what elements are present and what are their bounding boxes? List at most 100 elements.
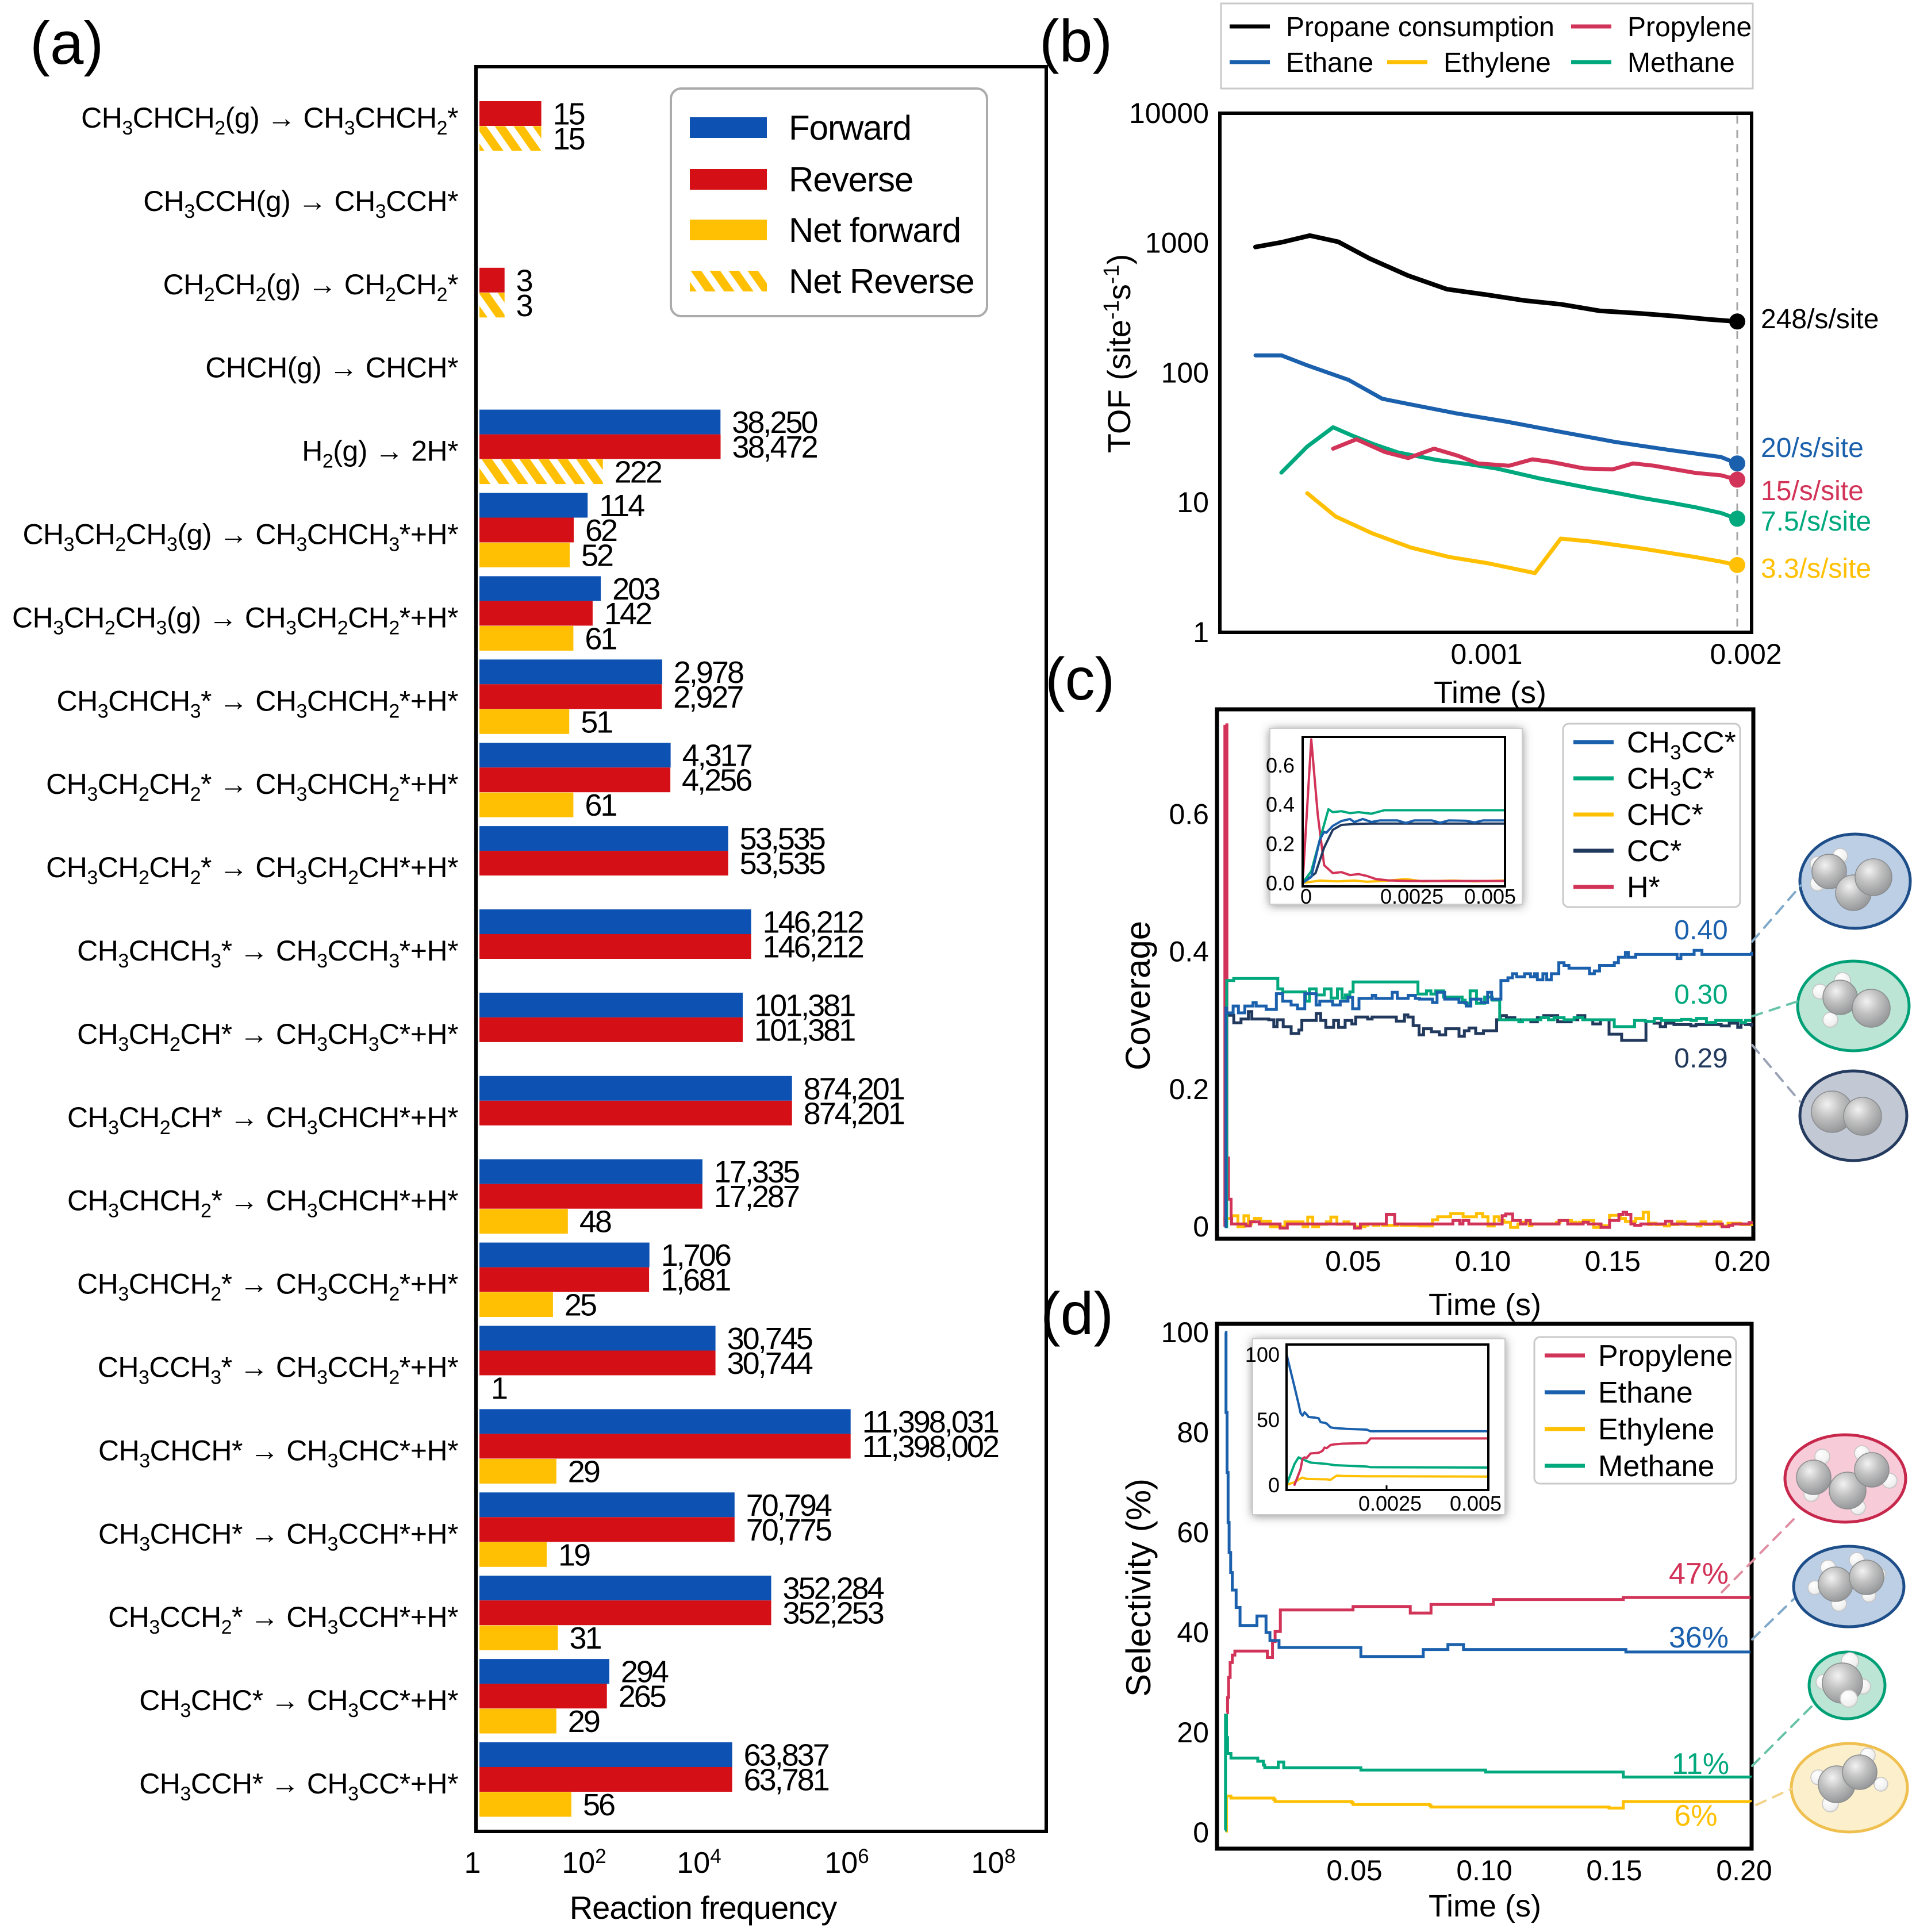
svg-text:Net forward: Net forward: [789, 211, 961, 249]
svg-text:0.05: 0.05: [1325, 1245, 1381, 1277]
svg-text:0.6: 0.6: [1169, 798, 1209, 830]
svg-text:142: 142: [604, 597, 651, 631]
svg-text:0: 0: [1193, 1816, 1209, 1849]
svg-text:11%: 11%: [1672, 1747, 1729, 1781]
svg-text:104​: 104​: [677, 1845, 721, 1880]
svg-text:0.15: 0.15: [1586, 1854, 1642, 1887]
svg-text:0.4: 0.4: [1266, 793, 1295, 816]
svg-text:0.0025: 0.0025: [1358, 1492, 1422, 1515]
svg-text:51: 51: [581, 705, 612, 739]
svg-text:0.15: 0.15: [1585, 1245, 1641, 1277]
svg-text:1,681: 1,681: [661, 1263, 730, 1297]
svg-text:Forward: Forward: [789, 109, 911, 147]
svg-text:38,472: 38,472: [732, 430, 817, 464]
svg-text:Methane: Methane: [1598, 1450, 1714, 1483]
svg-text:25: 25: [565, 1288, 596, 1323]
svg-text:47%: 47%: [1669, 1557, 1729, 1591]
svg-text:4,256: 4,256: [682, 763, 751, 798]
svg-text:29: 29: [568, 1704, 600, 1739]
svg-text:101,381: 101,381: [754, 988, 855, 1023]
svg-text:Time (s): Time (s): [1429, 1288, 1541, 1322]
svg-text:Ethylene: Ethylene: [1598, 1413, 1714, 1446]
svg-text:10000: 10000: [1129, 97, 1209, 129]
svg-text:(c): (c): [1045, 646, 1115, 713]
svg-text:CHC*: CHC*: [1627, 798, 1703, 832]
svg-text:2,927: 2,927: [673, 680, 743, 715]
svg-text:1: 1: [1193, 616, 1209, 648]
svg-text:15: 15: [553, 97, 585, 132]
svg-text:0.6: 0.6: [1266, 754, 1295, 777]
svg-text:20/s/site: 20/s/site: [1761, 433, 1864, 463]
svg-text:108​: 108​: [971, 1845, 1015, 1880]
svg-text:1,706: 1,706: [661, 1238, 731, 1273]
svg-text:62: 62: [585, 513, 617, 548]
svg-text:0: 0: [1193, 1211, 1209, 1243]
svg-text:0.005: 0.005: [1450, 1492, 1502, 1515]
svg-text:3: 3: [516, 263, 532, 298]
svg-text:H*: H*: [1627, 871, 1660, 904]
svg-text:0.20: 0.20: [1714, 1245, 1770, 1277]
svg-text:1000: 1000: [1145, 227, 1209, 259]
svg-text:15/s/site: 15/s/site: [1761, 476, 1864, 506]
svg-text:102​: 102​: [562, 1845, 606, 1880]
svg-text:0.0: 0.0: [1266, 871, 1295, 895]
svg-text:63,837: 63,837: [744, 1738, 829, 1773]
svg-text:30,744: 30,744: [727, 1346, 813, 1381]
svg-text:0.0025: 0.0025: [1380, 885, 1443, 908]
svg-text:0.40: 0.40: [1674, 915, 1727, 946]
svg-text:3: 3: [516, 289, 532, 323]
svg-text:0.4: 0.4: [1169, 936, 1209, 968]
svg-text:4,317: 4,317: [682, 739, 752, 773]
svg-text:53,535: 53,535: [740, 847, 825, 881]
svg-text:874,201: 874,201: [804, 1071, 904, 1106]
svg-text:63,781: 63,781: [744, 1763, 829, 1797]
svg-text:248/s/site: 248/s/site: [1761, 304, 1879, 335]
svg-text:0.20: 0.20: [1716, 1854, 1772, 1887]
svg-text:CH3​CHCH2​* → CH3​CHCH*+H*: CH3​CHCH2​* → CH3​CHCH*+H*: [67, 1185, 458, 1222]
svg-text:Propane consumption: Propane consumption: [1286, 12, 1554, 43]
svg-text:70,794: 70,794: [746, 1488, 832, 1523]
svg-text:Selectivity (%): Selectivity (%): [1119, 1478, 1158, 1697]
svg-text:CH3​CHCH* → CH3​CHC*+H*: CH3​CHCH* → CH3​CHC*+H*: [98, 1434, 458, 1472]
svg-text:0.10: 0.10: [1455, 1245, 1511, 1277]
svg-text:0.002: 0.002: [1710, 638, 1782, 670]
svg-text:146,212: 146,212: [763, 905, 863, 940]
svg-text:CH3​CCH3​* → CH3​CCH2​*+H*: CH3​CCH3​* → CH3​CCH2​*+H*: [98, 1351, 458, 1389]
svg-text:7.5/s/site: 7.5/s/site: [1761, 506, 1871, 537]
svg-text:40: 40: [1177, 1616, 1209, 1649]
svg-text:CH3​CCH* → CH3​CC*+H*: CH3​CCH* → CH3​CC*+H*: [139, 1768, 458, 1805]
svg-text:11,398,002: 11,398,002: [862, 1430, 999, 1464]
svg-text:100: 100: [1161, 356, 1209, 389]
svg-text:56: 56: [583, 1788, 615, 1822]
svg-text:CH3​CH2​CH2​* → CH3​CH2​CH*+H*: CH3​CH2​CH2​* → CH3​CH2​CH*+H*: [46, 851, 458, 889]
svg-text:Reverse: Reverse: [789, 160, 913, 199]
svg-text:0.001: 0.001: [1450, 638, 1522, 670]
svg-text:30,745: 30,745: [727, 1322, 812, 1356]
svg-text:(d): (d): [1041, 1281, 1114, 1347]
svg-text:0.29: 0.29: [1674, 1043, 1727, 1074]
svg-text:61: 61: [585, 621, 616, 656]
svg-text:CH3​CCH(g) → CH3​CCH*: CH3​CCH(g) → CH3​CCH*: [143, 185, 458, 222]
svg-text:CH3​CHCH2​(g) → CH3​CHCH2​*: CH3​CHCH2​(g) → CH3​CHCH2​*: [81, 102, 458, 139]
svg-text:CH3​CH2​CH3​(g) → CH3​CHCH3​*+: CH3​CH2​CH3​(g) → CH3​CHCH3​*+H*: [22, 518, 458, 556]
svg-text:Ethylene: Ethylene: [1443, 48, 1551, 78]
svg-text:1: 1: [491, 1372, 507, 1406]
svg-text:50: 50: [1257, 1408, 1280, 1432]
svg-text:0.10: 0.10: [1456, 1854, 1512, 1887]
svg-text:Reaction frequency: Reaction frequency: [570, 1889, 838, 1926]
svg-text:1: 1: [464, 1846, 481, 1880]
svg-text:CH3​CH2​CH3​(g) → CH3​CH2​CH2​: CH3​CH2​CH3​(g) → CH3​CH2​CH2​*+H*: [12, 601, 458, 639]
svg-text:Ethane: Ethane: [1598, 1376, 1693, 1409]
svg-text:CH3​CH2​CH* → CH3​CH3​C*+H*: CH3​CH2​CH* → CH3​CH3​C*+H*: [77, 1018, 458, 1055]
svg-text:Propylene: Propylene: [1598, 1339, 1733, 1373]
svg-text:CH3​CH2​CH2​* → CH3​CHCH2​*+H*: CH3​CH2​CH2​* → CH3​CHCH2​*+H*: [46, 768, 458, 805]
svg-text:31: 31: [569, 1621, 601, 1656]
svg-text:11,398,031: 11,398,031: [862, 1405, 999, 1439]
svg-text:17,335: 17,335: [714, 1155, 799, 1189]
svg-text:Net Reverse: Net Reverse: [789, 262, 974, 301]
svg-text:CH3​CH2​CH* → CH3​CHCH*+H*: CH3​CH2​CH* → CH3​CHCH*+H*: [67, 1101, 458, 1139]
svg-text:0: 0: [1268, 1473, 1280, 1497]
svg-text:20: 20: [1177, 1716, 1209, 1749]
svg-text:352,284: 352,284: [783, 1572, 884, 1606]
svg-text:53,535: 53,535: [740, 822, 825, 856]
